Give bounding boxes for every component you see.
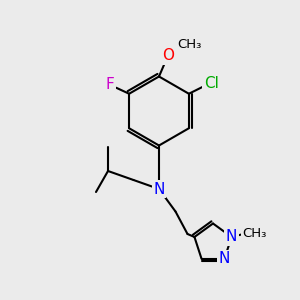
Text: CH₃: CH₃ — [177, 38, 201, 52]
Text: O: O — [162, 48, 174, 63]
Text: CH₃: CH₃ — [242, 227, 266, 241]
Text: N: N — [153, 182, 165, 196]
Text: N: N — [219, 251, 230, 266]
Text: N: N — [226, 230, 237, 244]
Text: F: F — [105, 77, 114, 92]
Text: Cl: Cl — [204, 76, 219, 91]
